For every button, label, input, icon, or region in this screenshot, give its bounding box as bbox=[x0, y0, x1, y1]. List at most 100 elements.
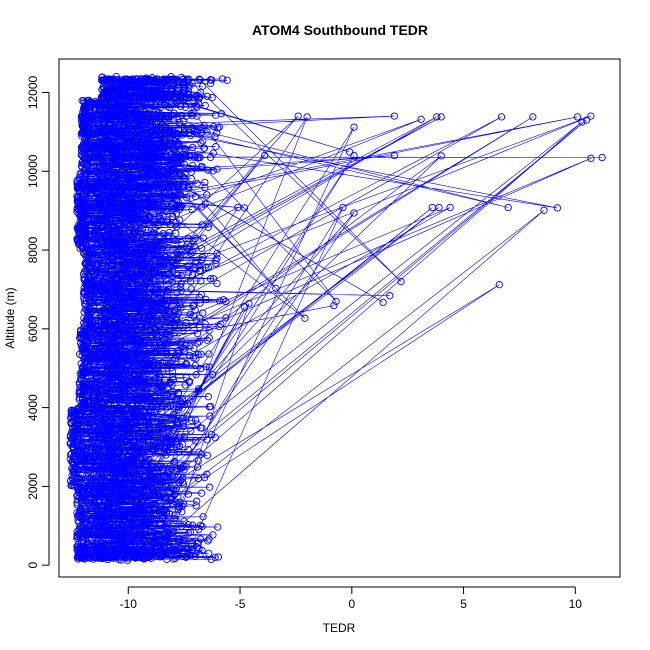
data-point bbox=[105, 492, 113, 500]
data-point bbox=[163, 330, 172, 339]
data-point bbox=[125, 537, 133, 545]
data-point bbox=[76, 326, 85, 334]
data-point bbox=[153, 333, 161, 341]
data-point bbox=[168, 164, 176, 173]
data-point bbox=[91, 446, 99, 454]
data-point bbox=[170, 426, 178, 434]
data-point bbox=[202, 264, 210, 272]
data-point bbox=[114, 523, 123, 532]
data-point bbox=[98, 234, 106, 242]
data-point bbox=[152, 171, 160, 179]
data-point bbox=[171, 236, 180, 245]
data-point bbox=[197, 350, 205, 358]
data-point bbox=[197, 489, 206, 497]
data-point bbox=[138, 445, 147, 453]
data-point bbox=[142, 259, 151, 267]
data-point bbox=[213, 279, 221, 288]
data-point bbox=[88, 427, 96, 435]
data-point bbox=[180, 161, 189, 169]
data-point bbox=[135, 305, 143, 313]
data-point bbox=[203, 436, 211, 444]
data-point bbox=[136, 383, 144, 391]
data-point bbox=[83, 244, 91, 253]
data-point bbox=[81, 326, 89, 334]
data-point bbox=[126, 415, 134, 424]
data-point bbox=[116, 484, 124, 493]
data-point bbox=[159, 230, 167, 238]
data-point bbox=[218, 75, 227, 83]
data-point bbox=[78, 243, 86, 252]
data-point bbox=[137, 359, 145, 367]
data-point bbox=[98, 456, 106, 464]
data-point bbox=[88, 297, 97, 305]
data-point bbox=[158, 120, 167, 129]
data-point bbox=[160, 251, 168, 260]
data-point bbox=[155, 496, 163, 505]
data-point bbox=[160, 260, 168, 268]
data-point bbox=[148, 533, 157, 541]
data-point bbox=[119, 322, 127, 331]
data-point bbox=[294, 112, 302, 120]
data-point bbox=[140, 478, 148, 487]
data-point bbox=[131, 449, 139, 457]
data-point bbox=[151, 341, 160, 349]
data-point bbox=[93, 259, 101, 267]
data-point bbox=[157, 291, 165, 299]
data-point bbox=[116, 474, 124, 482]
data-point bbox=[183, 194, 191, 202]
data-point bbox=[69, 443, 77, 451]
data-point bbox=[332, 297, 340, 305]
data-point bbox=[93, 341, 101, 350]
data-point bbox=[175, 447, 183, 456]
data-point bbox=[127, 292, 135, 300]
data-point bbox=[109, 371, 117, 379]
data-point bbox=[123, 264, 132, 272]
data-point bbox=[179, 500, 188, 508]
data-point bbox=[106, 214, 115, 222]
data-point bbox=[115, 405, 124, 413]
data-point bbox=[92, 311, 100, 320]
data-point bbox=[114, 446, 122, 454]
data-point bbox=[75, 526, 83, 534]
data-point bbox=[128, 508, 136, 516]
data-point bbox=[204, 393, 212, 401]
data-point bbox=[104, 401, 112, 409]
data-point bbox=[108, 165, 117, 173]
data-point bbox=[191, 306, 199, 314]
data-point bbox=[98, 237, 106, 245]
data-point bbox=[134, 489, 142, 498]
data-point bbox=[113, 458, 121, 467]
data-point bbox=[118, 245, 126, 253]
data-marks bbox=[66, 72, 606, 565]
data-point bbox=[132, 523, 141, 531]
x-tick-label: 5 bbox=[460, 597, 467, 611]
data-point bbox=[160, 100, 169, 109]
data-point bbox=[187, 277, 195, 286]
data-point bbox=[106, 303, 115, 311]
data-point bbox=[198, 424, 206, 432]
data-point bbox=[144, 300, 152, 308]
data-point bbox=[151, 374, 160, 383]
data-point bbox=[130, 357, 139, 365]
data-point bbox=[151, 230, 159, 238]
data-point bbox=[144, 250, 152, 258]
data-point bbox=[79, 399, 87, 408]
data-point bbox=[107, 348, 115, 357]
data-point bbox=[203, 336, 211, 344]
data-point bbox=[159, 382, 168, 390]
data-point bbox=[76, 387, 84, 396]
data-point bbox=[193, 497, 201, 505]
data-point bbox=[108, 459, 116, 468]
data-point bbox=[98, 386, 106, 394]
data-point bbox=[154, 447, 163, 456]
data-point bbox=[78, 490, 86, 498]
data-point bbox=[76, 407, 84, 415]
data-point bbox=[215, 123, 223, 131]
data-point bbox=[145, 432, 154, 440]
data-point bbox=[153, 387, 162, 395]
data-point bbox=[86, 429, 95, 437]
data-point bbox=[87, 178, 95, 186]
data-point bbox=[155, 531, 163, 539]
data-point bbox=[194, 350, 202, 359]
data-point bbox=[128, 497, 136, 505]
